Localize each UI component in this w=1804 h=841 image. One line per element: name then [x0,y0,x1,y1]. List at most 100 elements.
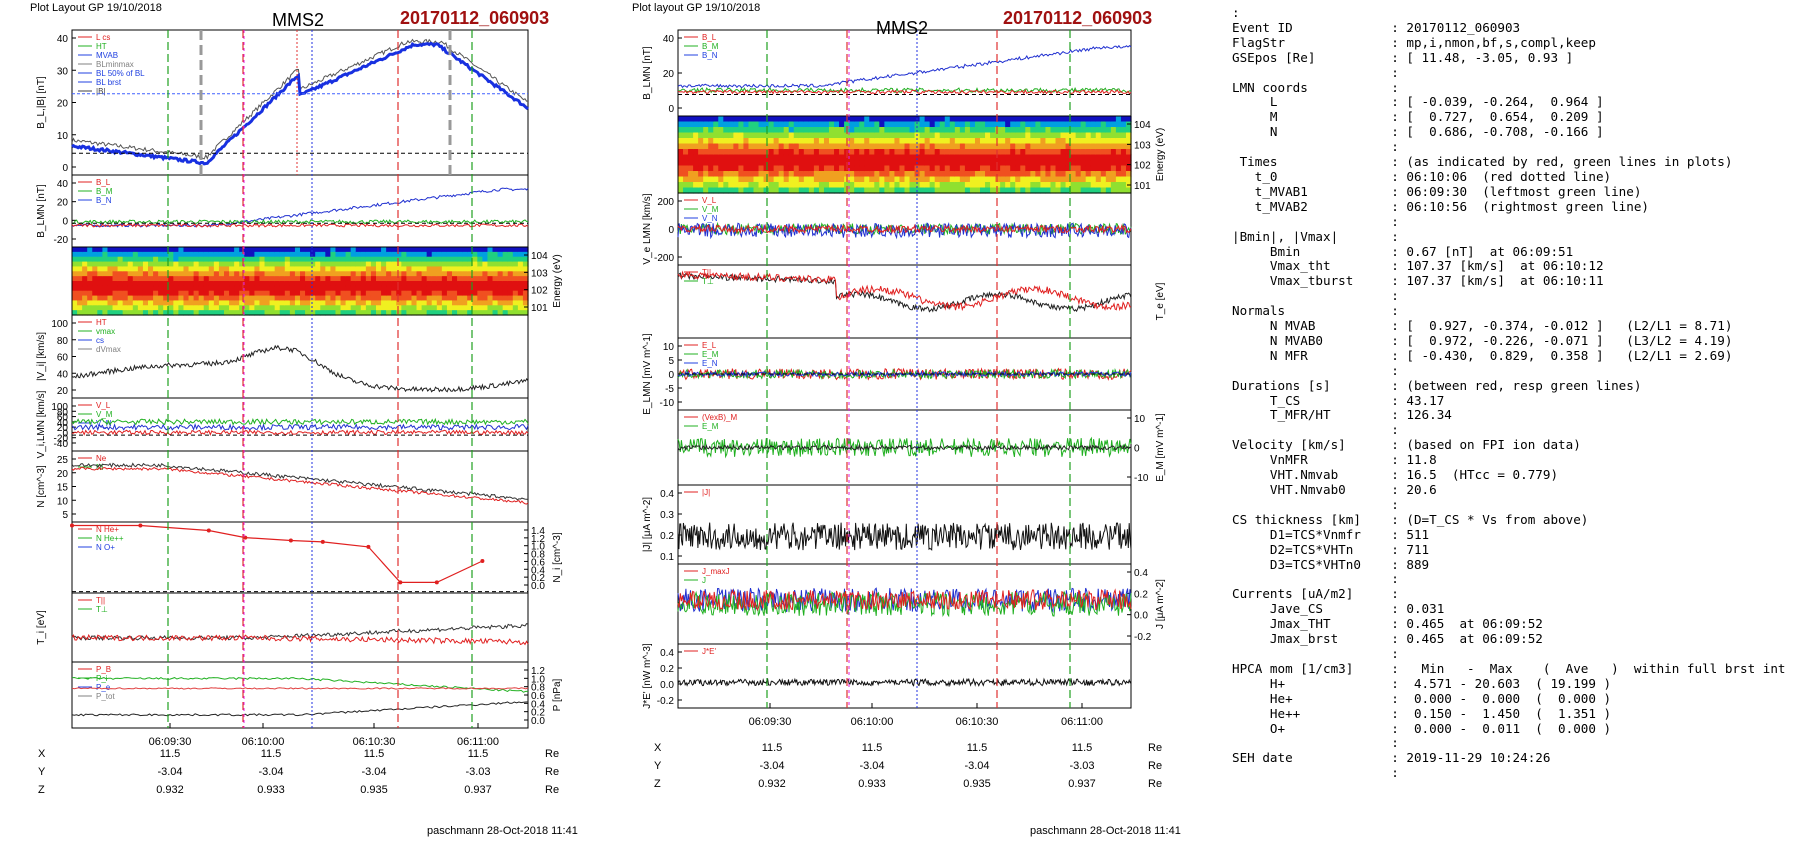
spectrogram-cell [148,261,154,268]
spectrogram-cell [939,121,946,128]
spectrogram-cell [1080,187,1087,194]
spectrogram-cell [72,305,78,311]
spectrogram-cell [107,300,114,306]
spectrogram-cell [112,290,119,297]
spectrogram-cell [768,138,775,145]
spectrogram-cell [1000,182,1006,189]
spectrogram-cell [391,247,397,253]
spectrogram-cell [1105,171,1112,178]
spectrogram-cell [1030,149,1036,156]
spectrogram-cell [517,266,524,272]
spectrogram-cell [954,138,961,145]
spectrogram-cell [718,176,724,183]
spectrogram-cell [985,149,991,156]
right-panel-frame [677,643,1132,709]
left-ytick-label: 0.4 [531,699,545,710]
spectrogram-cell [213,285,220,292]
spectrogram-cell [148,305,154,311]
spectrogram-cell [1010,176,1016,183]
spectrogram-cell [1045,154,1052,161]
info-line: VHT.Nmvab : 16.5 (HTcc = 0.779) [1232,467,1559,483]
spectrogram-cell [718,143,724,150]
spectrogram-cell [909,176,916,183]
spectrogram-cell [335,300,342,306]
spectrogram-cell [381,295,387,302]
spectrogram-cell [396,251,402,258]
spectrogram-cell [137,281,144,287]
spectrogram-cell [305,271,311,277]
spectrogram-cell [1080,143,1087,150]
spectrogram-cell [198,305,205,311]
spectrogram-cell [386,295,392,302]
spectrogram-cell [487,295,494,302]
spectrogram-cell [244,276,250,282]
spectrogram-cell [244,251,250,258]
spectrogram-cell [97,300,103,306]
right-ylabel: |J| [μA m^-2] [642,497,653,552]
spectrogram-cell [1035,187,1041,194]
spectrogram-cell [894,149,901,156]
spectrogram-cell [854,187,860,194]
spectrogram-cell [224,300,230,306]
spectrogram-cell [401,256,407,263]
left-title: MMS2 [272,10,325,30]
spectrogram-cell [97,295,103,302]
spectrogram-cell [82,285,88,292]
spectrogram-cell [426,261,433,268]
spectrogram-cell [854,149,860,156]
spectrogram-cell [909,160,916,167]
info-line: He++ : 0.150 - 1.450 ( 1.351 ) [1232,705,1612,721]
spectrogram-cell [229,266,235,272]
spectrogram-cell [753,160,760,167]
spectrogram-cell [244,305,250,311]
spectrogram-cell [768,121,775,128]
spectrogram-cell [173,271,179,277]
spectrogram-cell [990,176,996,183]
spectrogram-cell [698,165,704,172]
spectrogram-cell [259,281,266,287]
spectrogram-cell [924,149,931,156]
spectrogram-cell [477,285,483,292]
spectrogram-cell [990,143,996,150]
spectrogram-cell [436,290,443,297]
spectrogram-cell [728,154,734,161]
spectrogram-cell [477,251,483,258]
spectrogram-cell [183,266,190,272]
spectrogram-cell [959,154,966,161]
spectrogram-cell [693,154,699,161]
spectrogram-cell [1125,132,1132,139]
spectrogram-cell [803,187,810,194]
spectrogram-cell [208,266,215,272]
spectrogram-cell [980,138,986,145]
spectrogram-cell [728,132,734,139]
spectrogram-cell [188,266,195,272]
spectrogram-cell [904,182,911,189]
spectrogram-cell [330,256,337,263]
spectrogram-cell [939,127,946,134]
spectrogram-cell [1055,132,1062,139]
spectrogram-cell [137,290,144,297]
spectrogram-cell [798,160,805,167]
left-ytick-label: 0.8 [531,550,545,561]
spectrogram-cell [839,143,845,150]
spectrogram-cell [929,171,936,178]
spectrogram-cell [148,256,154,263]
spectrogram-cell [783,149,790,156]
left-pos-row-label: X [38,748,46,760]
spectrogram-cell [985,171,991,178]
spectrogram-cell [269,281,276,287]
spectrogram-cell [102,261,109,268]
spectrogram-cell [748,154,755,161]
spectrogram-cell [487,300,494,306]
spectrogram-cell [325,271,331,277]
spectrogram-cell [507,305,514,311]
spectrogram-cell [386,261,392,268]
spectrogram-cell [849,171,855,178]
spectrogram-cell [254,295,261,302]
spectrogram-cell [158,305,164,311]
spectrogram-cell [320,266,326,272]
spectrogram-cell [1035,149,1041,156]
right-ytick-label: -10 [1134,473,1149,484]
spectrogram-cell [416,300,423,306]
